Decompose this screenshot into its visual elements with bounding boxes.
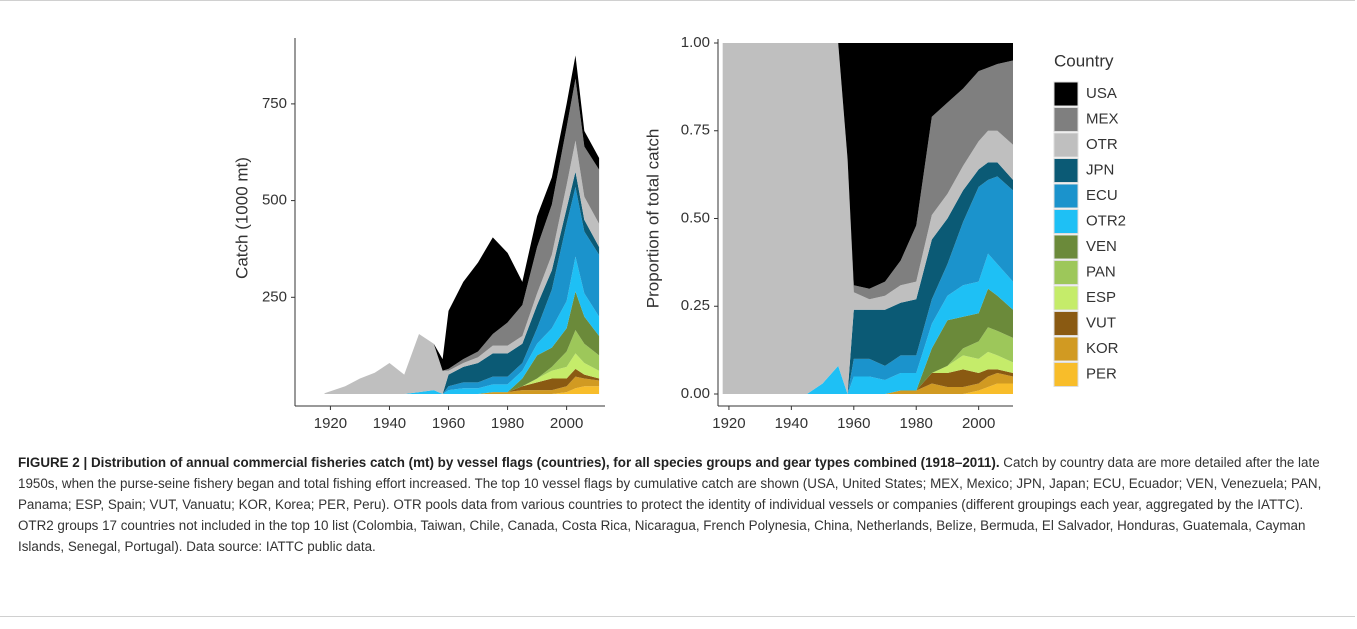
area	[324, 291, 600, 394]
area	[722, 288, 1013, 394]
area	[722, 176, 1013, 394]
area	[722, 372, 1013, 394]
legend-swatch	[1053, 132, 1079, 158]
caption-title: FIGURE 2 | Distribution of annual commer…	[18, 455, 1000, 470]
figure: 250 500 750 1920 1940 1960 1980 2000 Catch (1000…	[232, 34, 1126, 432]
legend-swatch	[1053, 362, 1079, 387]
area	[324, 140, 600, 394]
legend-label: ECU	[1086, 187, 1118, 204]
x-tick-label: 1980	[900, 415, 933, 432]
legend-swatch	[1053, 311, 1079, 336]
x-tick-label: 1920	[314, 415, 347, 432]
area	[324, 187, 600, 394]
legend-swatch	[1053, 336, 1079, 362]
area	[324, 368, 600, 394]
legend-label: OTR2	[1086, 212, 1126, 229]
x-tick-label: 1960	[432, 415, 465, 432]
y-tick-label: 0.00	[681, 385, 710, 402]
area	[324, 353, 600, 394]
y-axis-label: Catch (1000 mt)	[232, 157, 251, 279]
y-tick-label: 1.00	[681, 34, 710, 51]
area	[324, 386, 600, 394]
legend-label: VUT	[1086, 314, 1116, 331]
area	[722, 253, 1013, 394]
y-tick-label: 0.50	[681, 209, 710, 226]
x-tick-label: 1940	[373, 415, 406, 432]
legend-label: JPN	[1086, 161, 1114, 178]
legend-swatch	[1053, 107, 1079, 132]
x-tick-label: 2000	[962, 415, 995, 432]
y-tick-label: 0.75	[681, 122, 710, 139]
area	[722, 383, 1013, 394]
area	[324, 171, 600, 394]
area	[722, 369, 1013, 394]
legend-label: PAN	[1086, 263, 1116, 280]
area	[722, 43, 1013, 300]
legend-swatch	[1053, 260, 1079, 285]
legend-label: OTR	[1086, 136, 1118, 153]
caption-text: Catch by country data are more detailed …	[18, 455, 1322, 554]
y-tick-label: 500	[262, 192, 287, 209]
y-tick-label: 0.25	[681, 297, 710, 314]
y-axis-label: Proportion of total catch	[643, 129, 662, 309]
area	[722, 327, 1013, 394]
legend-label: MEX	[1086, 110, 1119, 127]
area	[722, 162, 1013, 394]
legend-swatch	[1053, 81, 1079, 107]
y-tick-label: 250	[262, 288, 287, 305]
legend-swatch	[1053, 234, 1079, 260]
legend-title: Country	[1054, 51, 1114, 70]
legend-label: VEN	[1086, 238, 1117, 255]
legend-swatch	[1053, 285, 1079, 311]
area	[324, 256, 600, 394]
area	[722, 351, 1013, 394]
area	[324, 78, 600, 394]
area	[722, 43, 1013, 289]
legend-swatch	[1053, 209, 1079, 234]
x-tick-label: 1980	[491, 415, 524, 432]
x-tick-label: 1920	[712, 415, 745, 432]
legend-swatch	[1053, 183, 1079, 209]
x-tick-label: 1940	[775, 415, 808, 432]
legend-label: USA	[1086, 85, 1117, 102]
legend-swatch	[1053, 158, 1079, 183]
y-tick-label: 750	[262, 95, 287, 112]
figure-frame	[0, 0, 1355, 617]
x-tick-label: 2000	[550, 415, 583, 432]
legend-label: KOR	[1086, 340, 1119, 357]
x-tick-label: 1960	[837, 415, 870, 432]
legend-label: ESP	[1086, 289, 1116, 306]
legend-label: PER	[1086, 365, 1117, 382]
area	[722, 43, 1013, 394]
area	[324, 55, 600, 394]
caption: FIGURE 2 | Distribution of annual commer…	[18, 452, 1338, 557]
